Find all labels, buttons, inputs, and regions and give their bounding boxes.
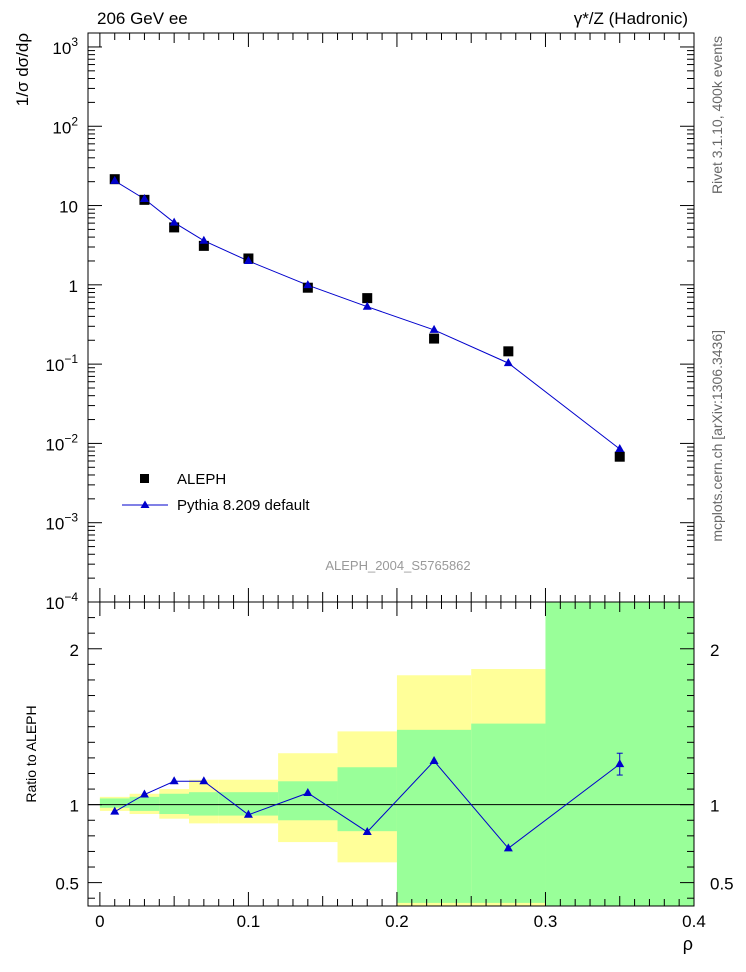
pythia-data-point [139, 193, 149, 202]
ratio-y-tick-label-right: 0.5 [710, 875, 734, 894]
ratio-data-point [243, 809, 253, 818]
ratio-data-point [199, 776, 209, 785]
ratio-y-axis-label: Ratio to ALEPH [23, 705, 39, 802]
ratio-y-tick-label: 0.5 [55, 875, 79, 894]
main-y-tick-label: 102 [52, 114, 78, 137]
ratio-ticks: 0.5 0.5 1 1 2 2 0 0.1 0.2 0.3 0.4 [55, 602, 734, 931]
pythia-series-line [114, 180, 621, 450]
header-right-label: γ*/Z (Hadronic) [574, 9, 688, 28]
pythia-data-point [503, 358, 513, 367]
main-plot-content [109, 174, 625, 462]
main-y-axis-label: 1/σ dσ/dρ [13, 33, 32, 106]
x-tick-label: 0 [95, 912, 104, 931]
ratio-frame [87, 601, 695, 907]
main-y-tick-label: 10 [59, 198, 78, 217]
x-axis-label: ρ [683, 934, 693, 954]
main-frame [87, 32, 695, 603]
x-tick-label: 0.3 [534, 912, 558, 931]
main-y-tick-label: 10−4 [45, 590, 78, 613]
legend-pythia-label: Pythia 8.209 default [177, 497, 310, 514]
ratio-band-inner [159, 793, 189, 815]
ratio-data-point [303, 787, 313, 796]
ratio-y-tick-label: 2 [70, 641, 79, 660]
mcplots-label: mcplots.cern.ch [arXiv:1306.3436] [709, 330, 725, 542]
ratio-data-point [139, 789, 149, 798]
ratio-band-inner [337, 767, 397, 832]
ratio-band-inner [189, 792, 219, 816]
ratio-data-point [615, 759, 625, 768]
ratio-data-point [362, 826, 372, 835]
pythia-data-point [169, 217, 179, 226]
pythia-data-point [615, 444, 625, 453]
pythia-data-point [303, 280, 313, 289]
legend-aleph-marker [140, 474, 149, 483]
rivet-label: Rivet 3.1.10, 400k events [709, 36, 725, 194]
ratio-data-point [503, 843, 513, 852]
ratio-band-inner [99, 798, 130, 808]
pythia-data-point [362, 301, 372, 310]
pythia-data-point [429, 324, 439, 333]
aleph-data-point [169, 222, 180, 233]
aleph-data-point [429, 333, 440, 344]
legend-pythia-marker [140, 500, 150, 508]
ratio-y-tick-label-right: 1 [710, 797, 719, 816]
ratio-panel: Ratio to ALEPH 0.5 0.5 1 1 2 2 0 0.1 0.2 0.3 0.4 ρ [23, 601, 734, 954]
main-y-tick-label: 10−1 [45, 352, 78, 375]
legend: ALEPH Pythia 8.209 default [122, 471, 310, 514]
pythia-data-point [243, 255, 253, 264]
header-left-label: 206 GeV ee [97, 9, 188, 28]
legend-aleph-label: ALEPH [177, 471, 226, 488]
ratio-data-point [169, 776, 179, 785]
aleph-data-point [362, 293, 373, 304]
watermark-label: ALEPH_2004_S5765862 [325, 558, 470, 573]
x-tick-label: 0.4 [682, 912, 706, 931]
ratio-band-inner [129, 796, 160, 811]
main-y-tick-label: 10−3 [45, 511, 78, 534]
aleph-data-point [198, 240, 209, 251]
ratio-band-inner [396, 729, 472, 903]
aleph-data-point [503, 346, 514, 357]
ratio-data-point [429, 756, 439, 765]
ratio-plot-content [88, 602, 694, 906]
x-tick-label: 0.2 [385, 912, 409, 931]
ratio-band-inner [471, 723, 546, 903]
ratio-y-tick-label: 1 [70, 797, 79, 816]
ratio-y-tick-label-right: 2 [710, 641, 719, 660]
pythia-data-point [110, 175, 120, 184]
ratio-series-line [114, 760, 621, 850]
main-y-tick-label: 103 [52, 35, 78, 58]
x-tick-label: 0.1 [237, 912, 261, 931]
main-y-tick-label: 10−2 [45, 431, 78, 454]
pythia-data-point [199, 235, 209, 244]
aleph-data-point [614, 451, 625, 462]
ratio-data-point [110, 806, 120, 815]
main-y-tick-label: 1 [69, 277, 78, 296]
